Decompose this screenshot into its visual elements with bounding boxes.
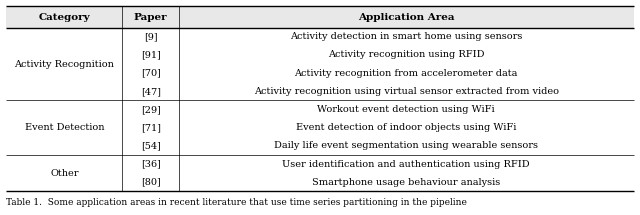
Text: [36]: [36] [141,160,161,169]
Text: Activity Recognition: Activity Recognition [15,60,115,69]
Text: Activity recognition using RFID: Activity recognition using RFID [328,51,484,60]
Text: Table 1.  Some application areas in recent literature that use time series parti: Table 1. Some application areas in recen… [6,198,467,207]
Text: Activity recognition from accelerometer data: Activity recognition from accelerometer … [294,69,518,78]
Text: [47]: [47] [141,87,161,96]
Text: Smartphone usage behaviour analysis: Smartphone usage behaviour analysis [312,178,500,187]
Text: [9]: [9] [144,32,157,41]
Text: Other: Other [50,169,79,178]
Bar [6,6,634,28]
Text: Category: Category [38,13,90,22]
Text: Event detection of indoor objects using WiFi: Event detection of indoor objects using … [296,123,516,132]
Text: Paper: Paper [134,13,168,22]
Text: Event Detection: Event Detection [25,123,104,132]
Text: Activity recognition using virtual sensor extracted from video: Activity recognition using virtual senso… [253,87,559,96]
Text: [54]: [54] [141,141,161,150]
Text: Workout event detection using WiFi: Workout event detection using WiFi [317,105,495,114]
Text: [91]: [91] [141,51,161,60]
Text: [29]: [29] [141,105,161,114]
Text: [80]: [80] [141,178,161,187]
Text: User identification and authentication using RFID: User identification and authentication u… [282,160,530,169]
Text: Daily life event segmentation using wearable sensors: Daily life event segmentation using wear… [275,141,538,150]
Text: [70]: [70] [141,69,161,78]
Text: [71]: [71] [141,123,161,132]
Text: Application Area: Application Area [358,13,454,22]
Text: Activity detection in smart home using sensors: Activity detection in smart home using s… [290,32,522,41]
